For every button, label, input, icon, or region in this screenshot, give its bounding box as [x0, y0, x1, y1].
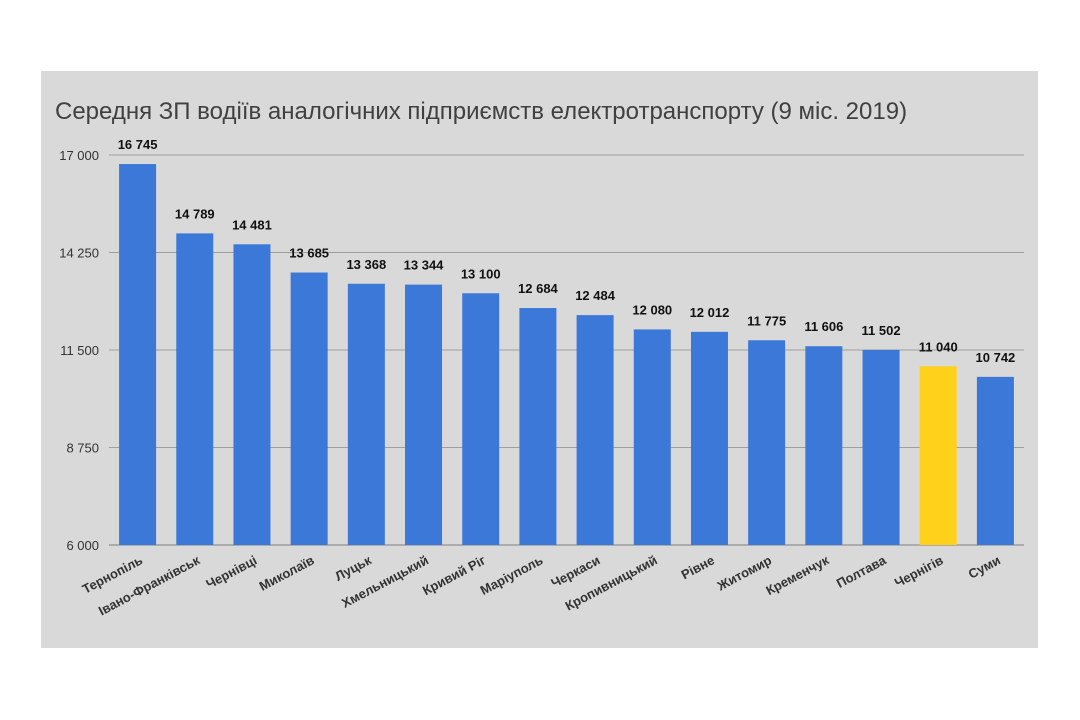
data-label: 13 685	[289, 246, 329, 261]
bars	[119, 164, 1014, 546]
bar	[290, 272, 328, 545]
x-tick-label: Кривий Ріг	[420, 552, 489, 598]
bar	[405, 284, 443, 545]
chart-title: Середня ЗП водіїв аналогічних підприємст…	[55, 98, 908, 125]
bar	[233, 244, 271, 545]
y-tick-label: 11 500	[60, 343, 99, 358]
data-label: 12 684	[518, 281, 559, 296]
x-tick-label: Кременчук	[763, 552, 831, 598]
x-tick-label: Полтава	[834, 552, 889, 591]
value-labels: 16 745 14 789 14 481 13 685 13 368 13 344 13 1…	[118, 137, 1016, 365]
data-label: 12 484	[575, 288, 616, 303]
y-tick-label: 17 000	[59, 148, 99, 163]
bar	[176, 233, 214, 545]
data-label: 12 012	[690, 305, 730, 320]
x-tick-label: Суми	[966, 552, 1003, 581]
bar	[633, 329, 671, 545]
y-tick-label: 8 750	[66, 441, 99, 456]
x-tick-label: Чернівці	[203, 552, 259, 591]
bar	[690, 331, 728, 545]
bar	[919, 366, 957, 545]
data-label: 11 502	[862, 323, 901, 338]
data-label: 16 745	[118, 137, 158, 152]
bar	[519, 308, 557, 545]
data-label: 14 789	[175, 206, 215, 221]
x-tick-label: Маріуполь	[478, 552, 546, 598]
data-label: 11 606	[804, 319, 843, 334]
x-tick-label: Івано-Франківськ	[96, 552, 203, 618]
data-label: 13 344	[404, 258, 445, 273]
data-label: 13 100	[461, 266, 501, 281]
x-tick-label: Чернігів	[892, 552, 946, 590]
bar	[862, 349, 900, 545]
data-label: 12 080	[632, 302, 672, 317]
data-label: 11 775	[747, 313, 786, 328]
bar	[576, 315, 614, 545]
x-tick-label: Рівне	[679, 552, 717, 582]
data-label: 10 742	[976, 350, 1016, 365]
data-label: 14 481	[232, 217, 272, 232]
y-tick-label: 6 000	[66, 538, 99, 553]
y-tick-label: 14 250	[59, 246, 99, 261]
data-label: 13 368	[346, 257, 386, 272]
x-tick-label: Луцьк	[332, 552, 374, 584]
bar	[976, 376, 1014, 545]
y-axis-ticks: 6 000 8 750 11 500 14 250 17 000	[59, 148, 99, 553]
bar	[462, 293, 500, 545]
x-tick-label: Миколаїв	[257, 552, 317, 593]
bar-chart-plot: 16 745 14 789 14 481 13 685 13 368 13 344 13 1…	[59, 137, 1024, 618]
bar	[347, 283, 385, 545]
bar	[119, 164, 157, 546]
chart-panel: Середня ЗП водіїв аналогічних підприємст…	[41, 71, 1038, 648]
bar	[805, 346, 843, 545]
data-label: 11 040	[919, 339, 958, 354]
bar	[748, 340, 786, 545]
